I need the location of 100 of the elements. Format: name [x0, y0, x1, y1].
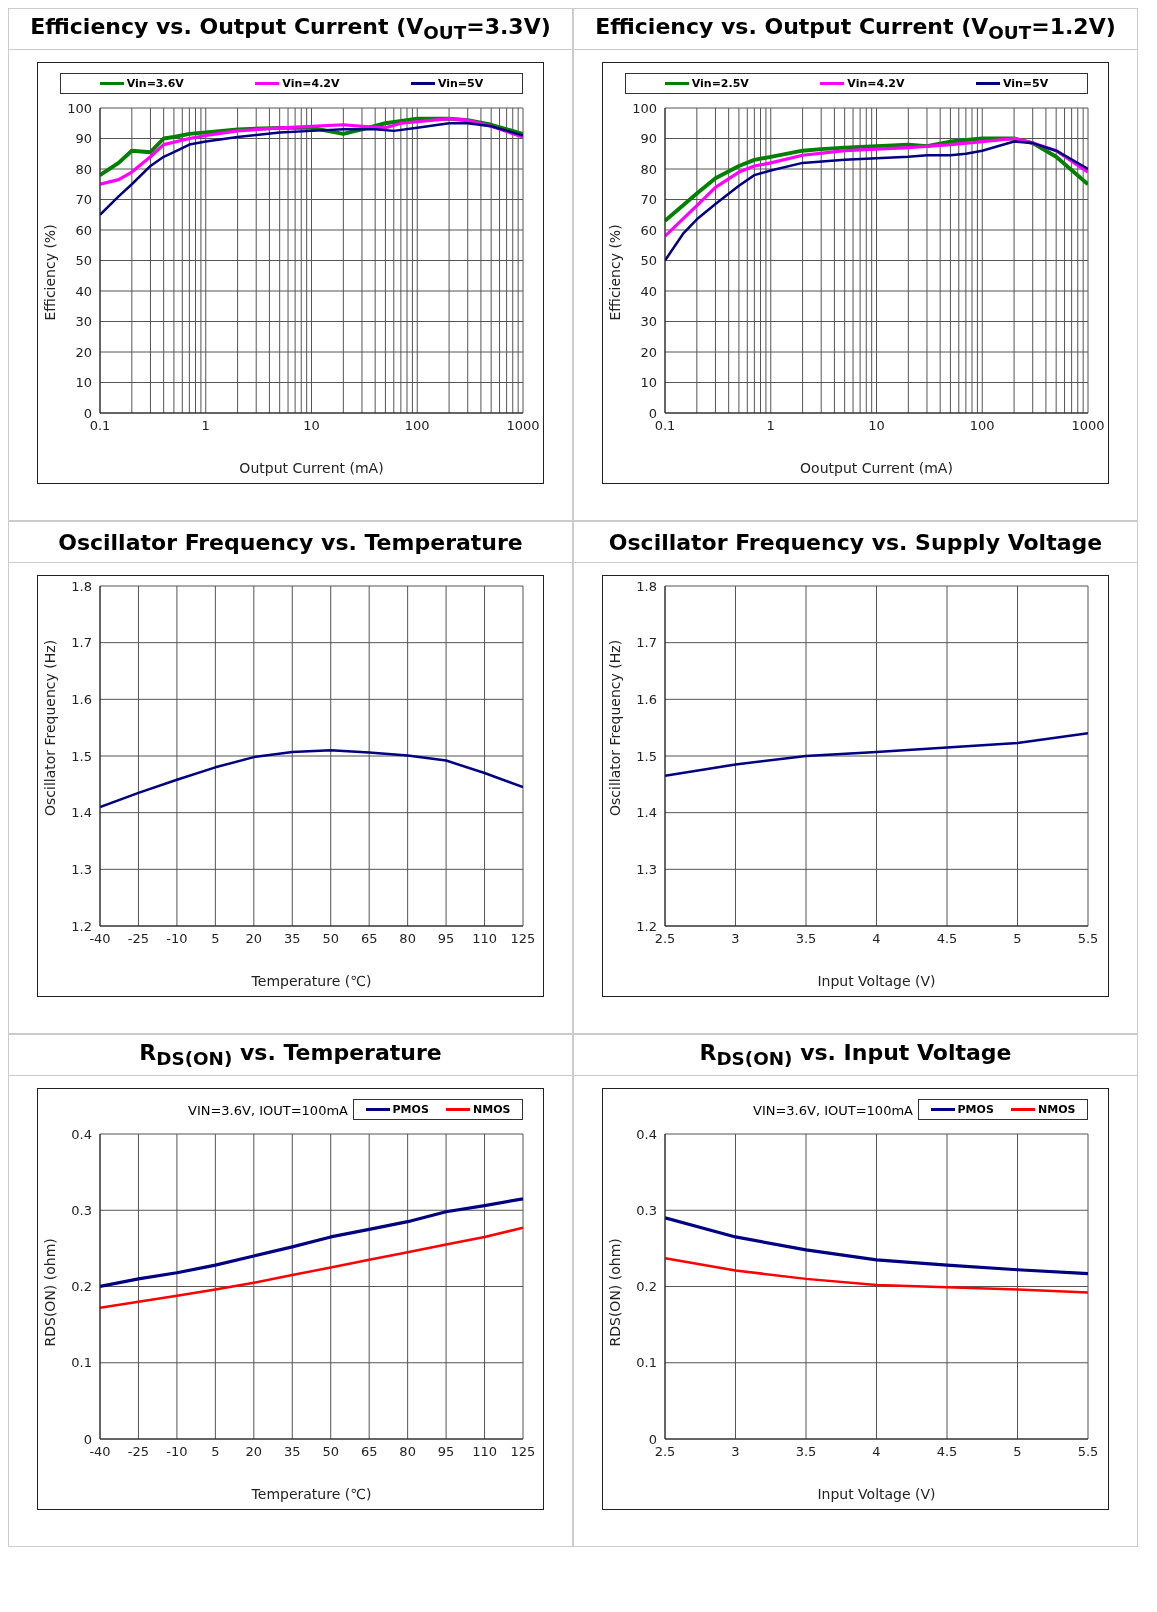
y-tick-label: 1.4 [636, 805, 657, 821]
legend-label: PMOS [391, 1103, 429, 1116]
y-tick-label: 0 [648, 1431, 657, 1447]
x-tick-label: 35 [284, 931, 301, 947]
chart-title: Oscillator Frequency vs. Supply Voltage [608, 529, 1103, 555]
y-tick-label: 0.2 [71, 1279, 92, 1295]
legend-label: Vin=4.2V [846, 77, 905, 90]
y-tick-label: 10 [640, 375, 657, 391]
x-tick-label: 10 [868, 418, 885, 434]
line-series [100, 1197, 523, 1289]
x-tick-label: -40 [89, 931, 111, 947]
y-tick-label: 0.3 [71, 1202, 92, 1218]
y-tick-label: 70 [75, 192, 92, 208]
y-tick-label: 80 [640, 161, 657, 177]
line-series [665, 1257, 1088, 1294]
y-tick-label: 0.4 [636, 1126, 657, 1142]
y-tick-label: 1.3 [71, 861, 92, 877]
chart-title: Oscillator Frequency vs. Temperature [58, 529, 523, 555]
y-tick-label: 20 [75, 344, 92, 360]
y-tick-label: 80 [75, 161, 92, 177]
x-tick-label: 125 [510, 931, 536, 947]
legend-label: Vin=5V [1001, 77, 1049, 90]
x-tick-label: 100 [404, 418, 430, 434]
x-tick-label: 5 [211, 1444, 220, 1460]
x-tick-label: 4 [872, 931, 881, 947]
x-tick-label: 2.5 [654, 931, 676, 947]
x-tick-label: 65 [360, 1444, 378, 1460]
x-tick-label: -25 [127, 1444, 150, 1460]
y-axis-title: RDS(ON) (ohm) [41, 1238, 58, 1347]
x-tick-label: 65 [360, 931, 378, 947]
y-tick-label: 1.5 [71, 748, 92, 764]
y-tick-label: 30 [640, 314, 657, 330]
x-axis-title: Output Current (mA) [239, 460, 384, 476]
x-tick-label: 3.5 [795, 931, 817, 947]
x-tick-label: 4.5 [936, 931, 958, 947]
y-tick-label: 30 [75, 314, 92, 330]
x-axis-title: Input Voltage (V) [817, 1486, 936, 1502]
x-tick-label: 110 [472, 1444, 497, 1460]
x-tick-label: 1000 [506, 418, 540, 434]
text: VIN=3.6V, IOUT=100mA [188, 1103, 348, 1118]
x-tick-label: 3 [731, 931, 740, 947]
legend-label: NMOS [472, 1103, 511, 1116]
y-tick-label: 1.7 [636, 635, 657, 651]
y-tick-label: 60 [75, 222, 92, 238]
y-axis-title: Oscillator Frequency (Hz) [606, 639, 623, 816]
y-tick-label: 100 [632, 100, 657, 116]
chart-title: R$_{DS(ON)}$ vs. Temperature [139, 1040, 442, 1070]
x-axis-title: Ooutput Current (mA) [800, 460, 953, 476]
x-tick-label: 5 [1013, 931, 1022, 947]
y-tick-label: 1.2 [636, 918, 657, 934]
y-tick-label: 0.2 [636, 1279, 657, 1295]
y-tick-label: 0 [83, 405, 92, 421]
x-tick-label: 5 [1013, 1444, 1022, 1460]
y-tick-label: 0.1 [636, 1355, 657, 1371]
y-tick-label: 50 [640, 253, 657, 269]
x-tick-label: 5 [211, 931, 220, 947]
y-axis-title: Oscillator Frequency (Hz) [41, 639, 58, 816]
x-tick-label: 3.5 [795, 1444, 817, 1460]
x-tick-label: 110 [472, 931, 497, 947]
y-tick-label: 1.7 [71, 635, 92, 651]
y-tick-label: 90 [75, 131, 92, 147]
x-tick-label: 1 [201, 418, 210, 434]
y-tick-label: 0 [83, 1431, 92, 1447]
legend-label: Vin=5V [436, 77, 484, 90]
x-tick-label: 35 [284, 1444, 301, 1460]
line-series [665, 1216, 1088, 1276]
y-tick-label: 1.5 [636, 748, 657, 764]
x-tick-label: 50 [322, 931, 339, 947]
x-tick-label: 4 [872, 1444, 881, 1460]
x-tick-label: -25 [127, 931, 150, 947]
y-tick-label: 40 [75, 283, 92, 299]
y-axis-title: Efficiency (%) [41, 224, 58, 321]
x-tick-label: 20 [245, 931, 263, 947]
y-tick-label: 0.4 [71, 1126, 92, 1142]
x-tick-label: 3 [731, 1444, 740, 1460]
x-tick-label: 80 [399, 931, 416, 947]
legend-label: Vin=3.6V [125, 77, 184, 90]
x-tick-label: 95 [437, 931, 455, 947]
y-tick-label: 0.3 [636, 1202, 657, 1218]
y-tick-label: 0 [648, 405, 657, 421]
x-tick-label: 95 [437, 1444, 455, 1460]
chart-title: R$_{DS(ON)}$ vs. Input Voltage [699, 1040, 1012, 1070]
x-tick-label: -10 [166, 1444, 188, 1460]
x-tick-label: 4.5 [936, 1444, 958, 1460]
legend-label: Vin=4.2V [281, 77, 340, 90]
y-tick-label: 1.8 [636, 578, 657, 594]
legend-label: NMOS [1037, 1103, 1076, 1116]
x-tick-label: 5.5 [1077, 931, 1099, 947]
legend-label: Vin=2.5V [690, 77, 749, 90]
y-tick-label: 1.2 [71, 918, 92, 934]
y-tick-label: 50 [75, 253, 92, 269]
y-tick-label: 1.6 [71, 691, 92, 707]
x-axis-title: Temperature (℃) [250, 1486, 372, 1502]
x-tick-label: 80 [399, 1444, 416, 1460]
x-tick-label: 10 [303, 418, 320, 434]
y-tick-label: 20 [640, 344, 657, 360]
y-axis-title: Efficiency (%) [606, 224, 623, 321]
y-tick-label: 1.6 [636, 691, 657, 707]
y-tick-label: 90 [640, 131, 657, 147]
x-tick-label: 5.5 [1077, 1444, 1099, 1460]
